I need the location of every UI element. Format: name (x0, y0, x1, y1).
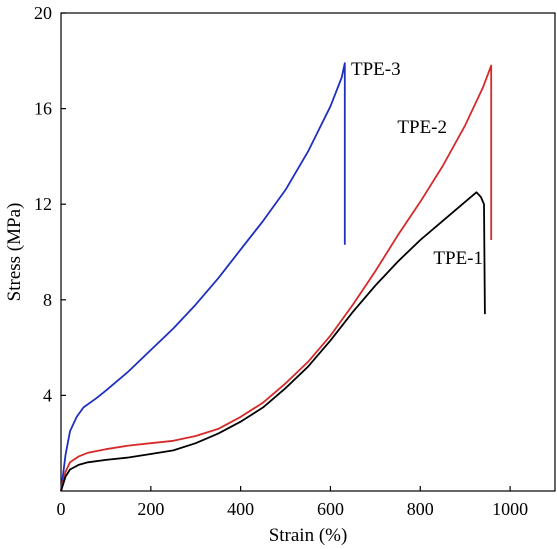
y-tick-label: 20 (34, 3, 52, 23)
y-tick-label: 12 (34, 194, 52, 214)
series-layer (60, 62, 493, 492)
series-line-tpe-1 (60, 191, 486, 492)
series-line-tpe-3 (60, 62, 346, 492)
series-label-tpe-1: TPE-1 (433, 248, 483, 269)
x-tick-label: 1000 (492, 499, 528, 519)
series-labels: TPE-3 TPE-2 TPE-1 (351, 59, 483, 269)
x-axis: 0 200 400 600 800 1000 (57, 486, 528, 519)
x-tick-label: 600 (317, 499, 344, 519)
y-tick-label: 4 (43, 385, 52, 405)
plot-frame (60, 12, 556, 492)
x-tick-label: 0 (57, 499, 66, 519)
x-axis-title: Strain (%) (269, 525, 348, 546)
series-label-tpe-2: TPE-2 (397, 117, 447, 138)
x-tick-label: 800 (407, 499, 434, 519)
x-tick-label: 200 (137, 499, 164, 519)
x-tick-label: 400 (227, 499, 254, 519)
y-axis-title: Stress (MPa) (4, 203, 25, 302)
series-label-tpe-3: TPE-3 (351, 59, 401, 80)
y-tick-label: 16 (34, 99, 52, 119)
y-axis: 4 8 12 16 20 (34, 3, 66, 405)
y-tick-label: 8 (43, 290, 52, 310)
series-line-tpe-2 (60, 64, 493, 492)
